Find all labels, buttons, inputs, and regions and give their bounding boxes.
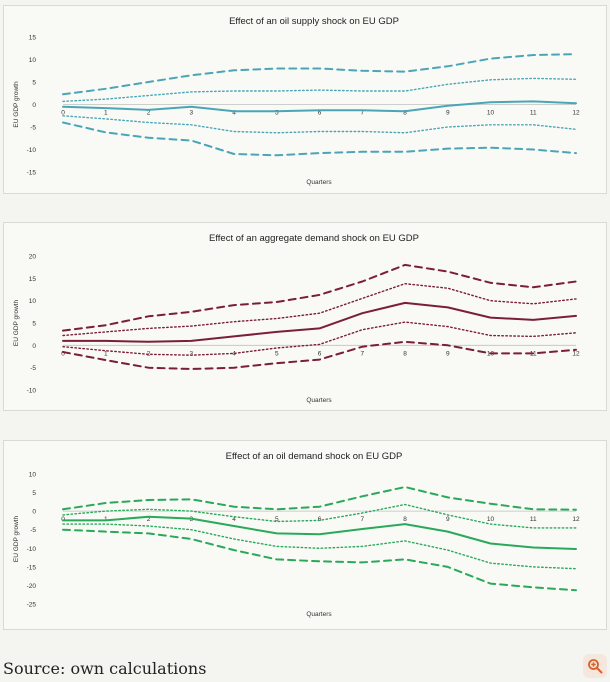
x-tick-label: 3 <box>189 110 193 117</box>
y-tick-label: -5 <box>30 365 36 372</box>
y-tick-label: 5 <box>32 321 36 328</box>
series-line-dashed <box>62 121 577 157</box>
y-tick-label: -15 <box>27 564 37 571</box>
y-tick-label: -25 <box>27 602 37 609</box>
series-line-dotted <box>62 321 577 356</box>
y-axis-label: EU GDP growth <box>13 81 20 128</box>
y-tick-label: 10 <box>29 57 37 64</box>
chart-aggregate-demand: Effect of an aggregate demand shock on E… <box>13 233 580 404</box>
chart-oil-supply: Effect of an oil supply shock on EU GDP -… <box>13 16 580 186</box>
chart-title: Effect of an oil demand shock on EU GDP <box>226 451 403 462</box>
series-line-dashed <box>62 340 577 370</box>
chart-panel-oil-demand: Effect of an oil demand shock on EU GDP -… <box>3 440 607 630</box>
series-line-dotted <box>62 77 577 103</box>
x-tick-label: 9 <box>446 516 450 523</box>
y-tick-label: 0 <box>32 102 36 109</box>
x-tick-label: 7 <box>360 516 364 523</box>
x-tick-label: 10 <box>487 516 495 523</box>
chart-panel-oil-supply: Effect of an oil supply shock on EU GDP -… <box>3 5 607 194</box>
x-tick-label: 6 <box>318 516 322 523</box>
y-tick-label: 10 <box>29 298 37 305</box>
x-tick-label: 8 <box>403 350 407 357</box>
x-tick-label: 0 <box>61 110 65 117</box>
y-tick-label: 20 <box>29 254 37 261</box>
y-tick-label: 0 <box>32 509 36 516</box>
x-tick-label: 9 <box>446 350 450 357</box>
x-tick-label: 1 <box>104 110 108 117</box>
x-tick-label: 8 <box>403 516 407 523</box>
y-tick-label: 10 <box>29 472 37 479</box>
y-tick-label: 5 <box>32 80 36 87</box>
x-tick-label: 2 <box>147 110 151 117</box>
x-tick-label: 5 <box>275 350 279 357</box>
x-tick-label: 7 <box>360 350 364 357</box>
chart-oil-demand: Effect of an oil demand shock on EU GDP -… <box>13 451 580 618</box>
x-tick-label: 5 <box>275 516 279 523</box>
y-tick-label: 15 <box>29 276 37 283</box>
zoom-button[interactable] <box>583 654 607 678</box>
x-tick-label: 9 <box>446 110 450 117</box>
x-tick-label: 12 <box>572 516 580 523</box>
series-line-solid <box>62 301 577 343</box>
y-tick-label: -10 <box>27 546 37 553</box>
x-tick-label: 6 <box>318 350 322 357</box>
y-axis-label: EU GDP growth <box>13 300 20 347</box>
chart-title: Effect of an oil supply shock on EU GDP <box>229 16 399 27</box>
y-tick-label: 5 <box>32 490 36 497</box>
x-tick-label: 3 <box>189 350 193 357</box>
x-tick-label: 8 <box>403 110 407 117</box>
x-tick-label: 4 <box>232 516 236 523</box>
series-line-dashed <box>62 486 577 511</box>
x-tick-label: 11 <box>530 110 537 117</box>
x-tick-label: 3 <box>189 516 193 523</box>
zoom-in-icon <box>588 659 603 674</box>
series-line-dashed <box>62 53 577 96</box>
x-tick-label: 12 <box>572 350 580 357</box>
x-tick-label: 12 <box>572 110 580 117</box>
series-line-dashed <box>62 528 577 592</box>
x-tick-label: 6 <box>318 110 322 117</box>
y-tick-label: -20 <box>27 583 37 590</box>
x-tick-label: 0 <box>61 350 65 357</box>
series-line-dotted <box>62 283 577 337</box>
x-tick-label: 7 <box>360 110 364 117</box>
series-line-dotted <box>62 523 577 570</box>
source-note: Source: own calculations <box>3 659 207 678</box>
y-tick-label: 0 <box>32 343 36 350</box>
y-tick-label: -5 <box>30 125 36 132</box>
x-tick-label: 2 <box>147 516 151 523</box>
x-tick-label: 1 <box>104 350 108 357</box>
x-tick-label: 11 <box>530 516 537 523</box>
y-tick-label: 15 <box>29 35 37 42</box>
x-tick-label: 4 <box>232 110 236 117</box>
x-axis-label: Quarters <box>306 397 332 404</box>
y-tick-label: -15 <box>27 170 37 177</box>
x-tick-label: 5 <box>275 110 279 117</box>
chart-title: Effect of an aggregate demand shock on E… <box>209 233 419 244</box>
series-line-solid <box>62 100 577 113</box>
series-line-dotted <box>62 503 577 529</box>
y-tick-label: -10 <box>27 147 37 154</box>
x-axis-label: Quarters <box>306 179 332 186</box>
series-line-solid <box>62 515 577 550</box>
series-line-dashed <box>62 263 577 332</box>
y-axis-label: EU GDP growth <box>13 516 20 563</box>
series-line-dotted <box>62 115 577 134</box>
x-tick-label: 10 <box>487 110 495 117</box>
chart-panel-aggregate-demand: Effect of an aggregate demand shock on E… <box>3 222 607 411</box>
y-tick-label: -5 <box>30 527 36 534</box>
y-tick-label: -10 <box>27 388 37 395</box>
x-axis-label: Quarters <box>306 611 332 618</box>
